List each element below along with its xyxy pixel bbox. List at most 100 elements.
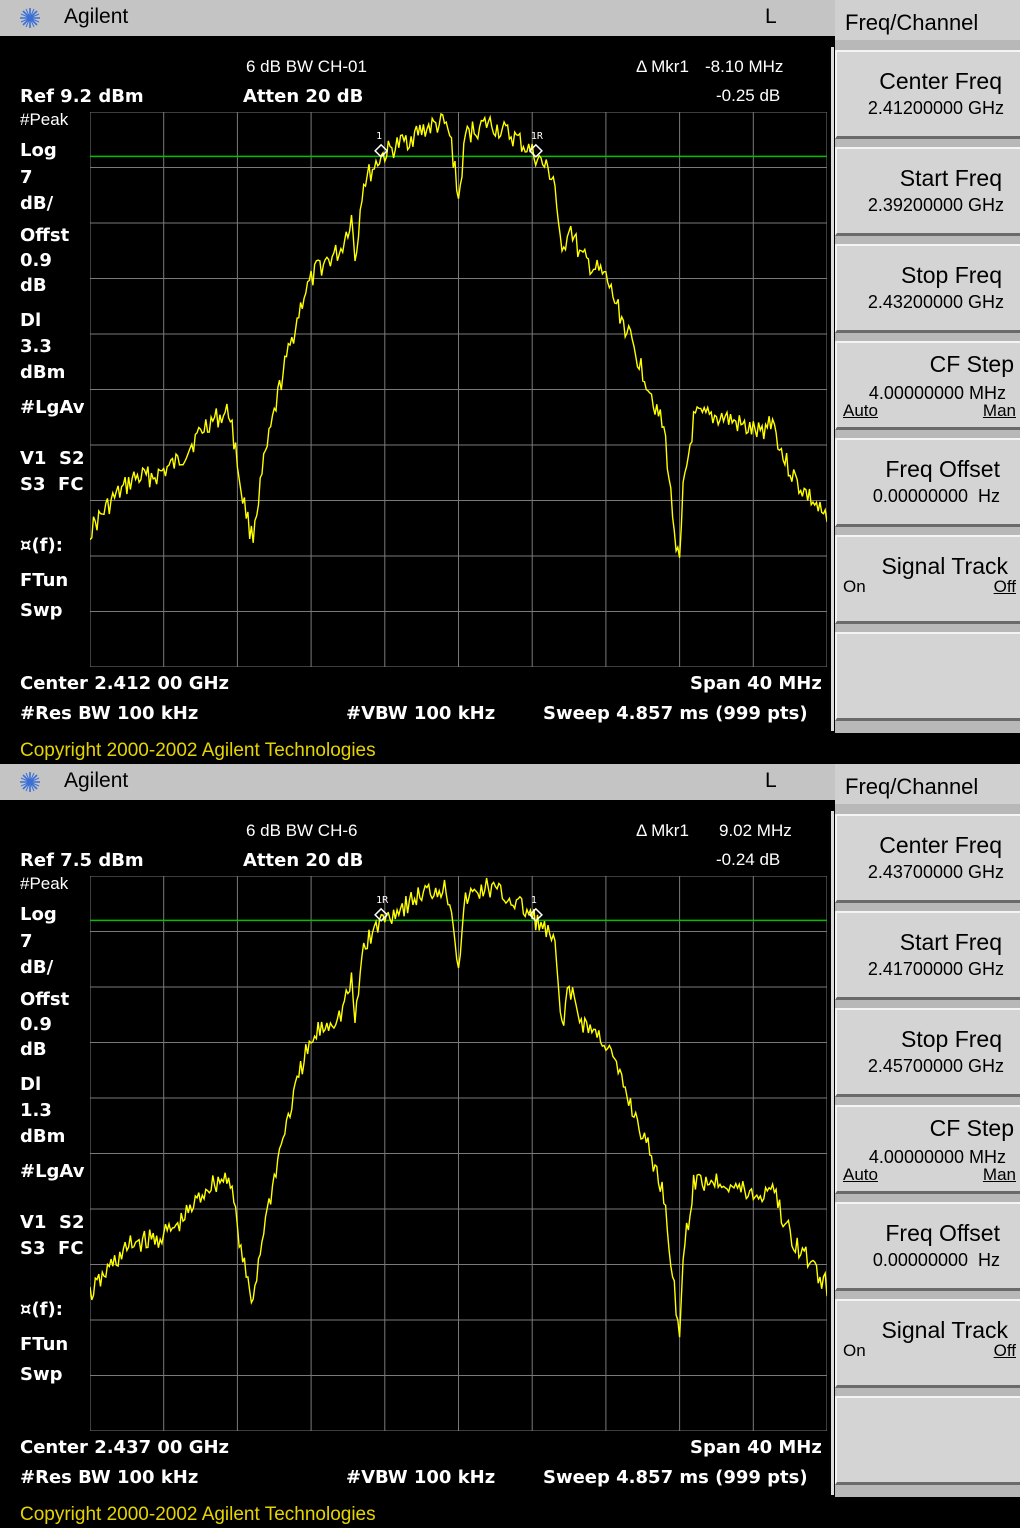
spectrum-plot: 1 1R: [90, 112, 827, 667]
center-freq-value: 2.43700000 GHz: [867, 862, 1004, 882]
stop-freq-label: Stop Freq: [901, 1026, 1002, 1052]
title-bar: Agilent L: [0, 764, 835, 800]
marker-tag: 1R: [376, 895, 389, 906]
stop-freq-softkey[interactable]: Stop Freq 2.43200000 GHz: [835, 244, 1020, 333]
softkey-panel: Freq/Channel Center Freq 2.43700000 GHz …: [835, 764, 1020, 1497]
marker-tag: 1: [531, 895, 537, 906]
trace-state-2: S3 FC: [20, 1238, 84, 1259]
menu-title: Freq/Channel: [835, 0, 1020, 40]
start-freq-softkey[interactable]: Start Freq 2.39200000 GHz: [835, 147, 1020, 236]
measurement-title: 6 dB BW CH-6: [246, 821, 358, 840]
marker-frequency: 9.02 MHz: [719, 821, 792, 840]
center-freq-softkey[interactable]: Center Freq 2.43700000 GHz: [835, 814, 1020, 903]
freq-offset-value: 0.00000000 Hz: [872, 486, 1000, 506]
atten-mode-flag: L: [765, 769, 777, 792]
marker-diamond: [528, 907, 543, 922]
marker-delta-amplitude: -0.25 dB: [716, 86, 781, 105]
resolution-bandwidth: #Res BW 100 kHz: [20, 703, 199, 724]
display-line-label: Dl: [20, 310, 42, 331]
offset-value: 0.9: [20, 1014, 52, 1035]
sweep-time: Sweep 4.857 ms (999 pts): [543, 703, 808, 724]
video-bandwidth: #VBW 100 kHz: [346, 703, 496, 724]
display-line-unit: dBm: [20, 1126, 66, 1147]
trace-state-2: S3 FC: [20, 474, 84, 495]
center-freq-softkey[interactable]: Center Freq 2.41200000 GHz: [835, 50, 1020, 139]
span: Span 40 MHz: [690, 673, 822, 694]
ftun-label: FTun: [20, 570, 69, 591]
signal-track-off-option[interactable]: Off: [993, 1341, 1016, 1360]
blank-softkey[interactable]: [835, 632, 1020, 721]
start-freq-value: 2.39200000 GHz: [867, 195, 1004, 215]
resolution-bandwidth: #Res BW 100 kHz: [20, 1467, 199, 1488]
display-line-value: 1.3: [20, 1100, 52, 1121]
title-bar: Agilent L: [0, 0, 835, 36]
function-label: ¤(f):: [20, 1299, 63, 1320]
signal-track-on-option[interactable]: On: [843, 577, 866, 596]
cf-step-man-option[interactable]: Man: [982, 401, 1016, 420]
analyzer-panel-ch6: Agilent L 6 dB BW CH-6 Δ Mkr1 9.02 MHz R…: [0, 764, 1020, 1528]
copyright-bar: Copyright 2000-2002 Agilent Technologies: [0, 738, 1020, 764]
cf-step-softkey[interactable]: CF Step 4.00000000 MHz Auto Man: [835, 1105, 1020, 1194]
scale-unit: dB/: [20, 957, 54, 978]
marker-tag: 1: [376, 131, 382, 142]
signal-track-off-option[interactable]: Off: [993, 577, 1016, 596]
center-freq-label: Center Freq: [879, 68, 1002, 94]
freq-offset-softkey[interactable]: Freq Offset 0.00000000 Hz: [835, 438, 1020, 527]
display-line-label: Dl: [20, 1074, 42, 1095]
menu-title-label: Freq/Channel: [845, 10, 979, 35]
agilent-logo-icon: [20, 8, 40, 28]
menu-title-label: Freq/Channel: [845, 774, 979, 799]
average-type-label: #LgAv: [20, 397, 85, 418]
ftun-label: FTun: [20, 1334, 69, 1355]
signal-track-on-option[interactable]: On: [843, 1341, 866, 1360]
display-line-unit: dBm: [20, 362, 66, 383]
offset-value: 0.9: [20, 250, 52, 271]
copyright-bar: Copyright 2000-2002 Agilent Technologies: [0, 1502, 1020, 1528]
analyzer-panel-ch01: Agilent L 6 dB BW CH-01 Δ Mkr1 -8.10 MHz…: [0, 0, 1020, 764]
start-freq-label: Start Freq: [899, 165, 1002, 191]
attenuation: Atten 20 dB: [243, 86, 364, 107]
cf-step-auto-option[interactable]: Auto: [843, 1165, 878, 1184]
center-frequency: Center 2.437 00 GHz: [20, 1437, 230, 1458]
function-label: ¤(f):: [20, 535, 63, 556]
copyright-text: Copyright 2000-2002 Agilent Technologies: [20, 740, 376, 761]
reference-level: Ref 7.5 dBm: [20, 850, 144, 871]
stop-freq-softkey[interactable]: Stop Freq 2.45700000 GHz: [835, 1008, 1020, 1097]
freq-offset-softkey[interactable]: Freq Offset 0.00000000 Hz: [835, 1202, 1020, 1291]
scale-value: 7: [20, 167, 33, 188]
scale-unit: dB/: [20, 193, 54, 214]
reference-level: Ref 9.2 dBm: [20, 86, 144, 107]
graticule: [90, 876, 827, 1431]
offset-unit: dB: [20, 275, 47, 296]
cf-step-man-option[interactable]: Man: [982, 1165, 1016, 1184]
start-freq-value: 2.41700000 GHz: [867, 959, 1004, 979]
center-frequency: Center 2.412 00 GHz: [20, 673, 230, 694]
average-type-label: #LgAv: [20, 1161, 85, 1182]
sweep-time: Sweep 4.857 ms (999 pts): [543, 1467, 808, 1488]
cf-step-softkey[interactable]: CF Step 4.00000000 MHz Auto Man: [835, 341, 1020, 430]
marker-label: Δ Mkr1: [636, 57, 689, 76]
stop-freq-value: 2.43200000 GHz: [867, 292, 1004, 312]
measurement-title: 6 dB BW CH-01: [246, 57, 367, 76]
brand-label: Agilent: [64, 769, 129, 792]
trace-state-1: V1 S2: [20, 448, 85, 469]
signal-track-softkey[interactable]: Signal Track On Off: [835, 535, 1020, 624]
marker-diamond: [374, 907, 389, 922]
cf-step-auto-option[interactable]: Auto: [843, 401, 878, 420]
blank-softkey[interactable]: [835, 1396, 1020, 1485]
spectrum-trace: [90, 877, 827, 1338]
cf-step-value: 4.00000000 MHz: [868, 383, 1006, 403]
marker-diamond: [374, 143, 389, 158]
copyright-text: Copyright 2000-2002 Agilent Technologies: [20, 1504, 376, 1525]
freq-offset-value: 0.00000000 Hz: [872, 1250, 1000, 1270]
spectrum-trace: [90, 112, 827, 558]
scale-value: 7: [20, 931, 33, 952]
marker-delta-amplitude: -0.24 dB: [716, 850, 781, 869]
marker-tag: 1R: [531, 131, 544, 142]
start-freq-softkey[interactable]: Start Freq 2.41700000 GHz: [835, 911, 1020, 1000]
agilent-logo-icon: [20, 772, 40, 792]
signal-track-softkey[interactable]: Signal Track On Off: [835, 1299, 1020, 1388]
cf-step-label: CF Step: [929, 1115, 1014, 1141]
offset-unit: dB: [20, 1039, 47, 1060]
stop-freq-label: Stop Freq: [901, 262, 1002, 288]
